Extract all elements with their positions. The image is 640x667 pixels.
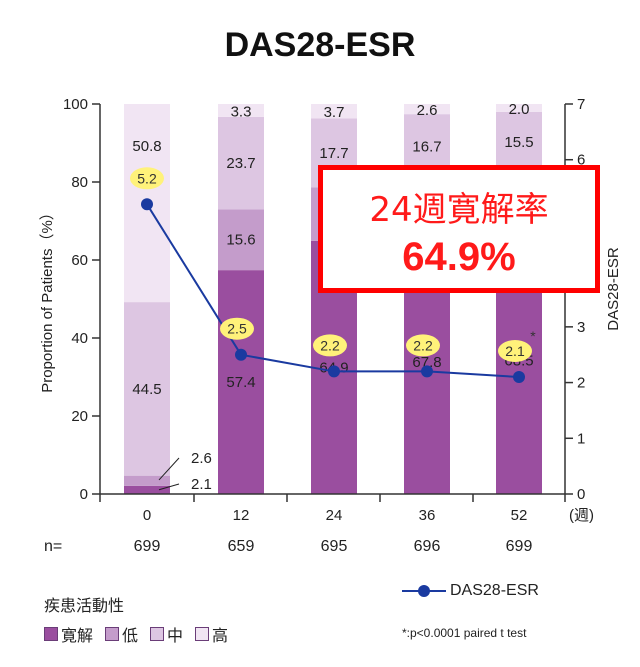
remission-callout: 24週寛解率 64.9% xyxy=(318,165,600,293)
n-label: n= xyxy=(44,538,63,555)
segment-label-2-4: 15.5 xyxy=(504,134,533,151)
segment-label-3-3: 2.6 xyxy=(417,102,438,119)
x-unit-label: (週) xyxy=(569,507,594,524)
y2-tick-label: 7 xyxy=(577,96,585,113)
bar-segment-2-1 xyxy=(218,116,264,210)
bar-segment-3-2 xyxy=(311,104,357,119)
y-tick-label: 100 xyxy=(63,96,88,113)
bar-segment-1-1 xyxy=(218,209,264,271)
segment-label-3-2: 3.7 xyxy=(324,104,345,121)
x-tick-label: 36 xyxy=(419,507,436,524)
n-value: 699 xyxy=(133,538,161,555)
legend-swatch-high xyxy=(195,627,210,641)
x-tick-label: 52 xyxy=(511,507,528,524)
das28-bubble xyxy=(406,334,440,357)
das28-value-label: 5.2 xyxy=(137,170,157,186)
das28-bubble xyxy=(313,334,347,357)
leader-remission-0 xyxy=(158,483,180,491)
line-legend-marker xyxy=(402,585,446,597)
footnote: *:p<0.0001 paired t test xyxy=(402,626,527,640)
y-axis-title: Proportion of Patients（%） xyxy=(39,205,56,393)
bar-segment-2-4 xyxy=(496,111,542,173)
legend-item-high: 高 xyxy=(195,622,228,646)
segment-label-0-1: 57.4 xyxy=(226,374,255,391)
y-tick-label: 80 xyxy=(71,174,88,191)
bar-segment-0-1 xyxy=(218,270,264,494)
bar-segment-3-1 xyxy=(218,104,264,117)
das28-point xyxy=(235,348,247,361)
callout-value: 64.9% xyxy=(402,235,516,279)
das28-bubble xyxy=(220,317,254,340)
bar-segment-1-0 xyxy=(124,475,170,486)
das28-point xyxy=(421,365,433,378)
n-value: 696 xyxy=(413,538,441,555)
das28-point xyxy=(513,371,525,383)
segment-label-3-0: 50.8 xyxy=(132,138,161,155)
das28-value-label: 2.5 xyxy=(227,321,247,337)
legend-label-high: 高 xyxy=(212,626,229,645)
n-value: 695 xyxy=(320,538,348,555)
line-legend: DAS28-ESR xyxy=(402,582,539,600)
bar-segment-3-3 xyxy=(404,104,450,115)
segment-label-0-3: 67.8 xyxy=(412,354,441,371)
y2-tick-label: 3 xyxy=(577,319,585,336)
legend-item-remission: 寛解 xyxy=(44,622,93,646)
das28-bubble xyxy=(130,167,164,190)
legend-label-remission: 寛解 xyxy=(61,626,94,645)
segment-label-2-2: 17.7 xyxy=(319,145,348,162)
legend-label-low: 低 xyxy=(122,626,139,645)
legend-swatch-remission xyxy=(44,627,58,641)
das28-point xyxy=(328,365,340,378)
y2-tick-label: 2 xyxy=(577,375,585,392)
significance-asterisk: * xyxy=(530,328,536,344)
legend-items: 寛解 低 中 高 xyxy=(44,622,228,646)
y2-axis-title: DAS28-ESR xyxy=(605,247,622,331)
legend-item-low: 低 xyxy=(105,622,138,646)
bar-segment-3-4 xyxy=(496,104,542,112)
das28-bubble xyxy=(498,340,532,362)
das28-value-label: 2.1 xyxy=(505,343,525,359)
line-legend-label: DAS28-ESR xyxy=(450,582,539,599)
legend-swatch-low xyxy=(105,627,120,641)
y-tick-label: 0 xyxy=(80,486,88,503)
bar-segment-2-0 xyxy=(124,302,170,476)
y2-tick-label: 1 xyxy=(577,430,585,447)
y-tick-label: 40 xyxy=(71,330,88,347)
das28-value-label: 2.2 xyxy=(320,337,340,353)
n-value: 659 xyxy=(227,538,255,555)
bar-segment-0-0 xyxy=(124,485,170,494)
chart-title: DAS28-ESR xyxy=(224,26,416,64)
segment-label-3-4: 2.0 xyxy=(509,101,530,118)
segment-label-0-0: 2.1 xyxy=(191,476,212,493)
das28-point xyxy=(141,198,153,211)
legend-item-moderate: 中 xyxy=(150,622,183,646)
legend-swatch-moderate xyxy=(150,627,165,641)
x-tick-label: 12 xyxy=(233,507,250,524)
n-value: 699 xyxy=(505,538,533,555)
legend-label-moderate: 中 xyxy=(167,626,184,645)
y-tick-label: 60 xyxy=(71,252,88,269)
y2-tick-label: 0 xyxy=(577,486,585,503)
das28-value-label: 2.2 xyxy=(413,337,433,353)
y2-tick-label: 6 xyxy=(577,152,585,169)
segment-label-3-1: 3.3 xyxy=(231,103,252,120)
segment-label-2-0: 44.5 xyxy=(132,381,161,398)
segment-label-2-3: 16.7 xyxy=(412,139,441,156)
segment-label-2-1: 23.7 xyxy=(226,155,255,172)
x-tick-label: 0 xyxy=(143,507,151,524)
callout-label: 24週寛解率 xyxy=(369,190,549,230)
segment-label-1-0: 2.6 xyxy=(191,450,212,467)
leader-low-0 xyxy=(158,457,180,481)
x-tick-label: 24 xyxy=(326,507,343,524)
y-tick-label: 20 xyxy=(71,408,88,425)
segment-label-1-1: 15.6 xyxy=(226,232,255,249)
legend-title: 疾患活動性 xyxy=(44,596,125,615)
